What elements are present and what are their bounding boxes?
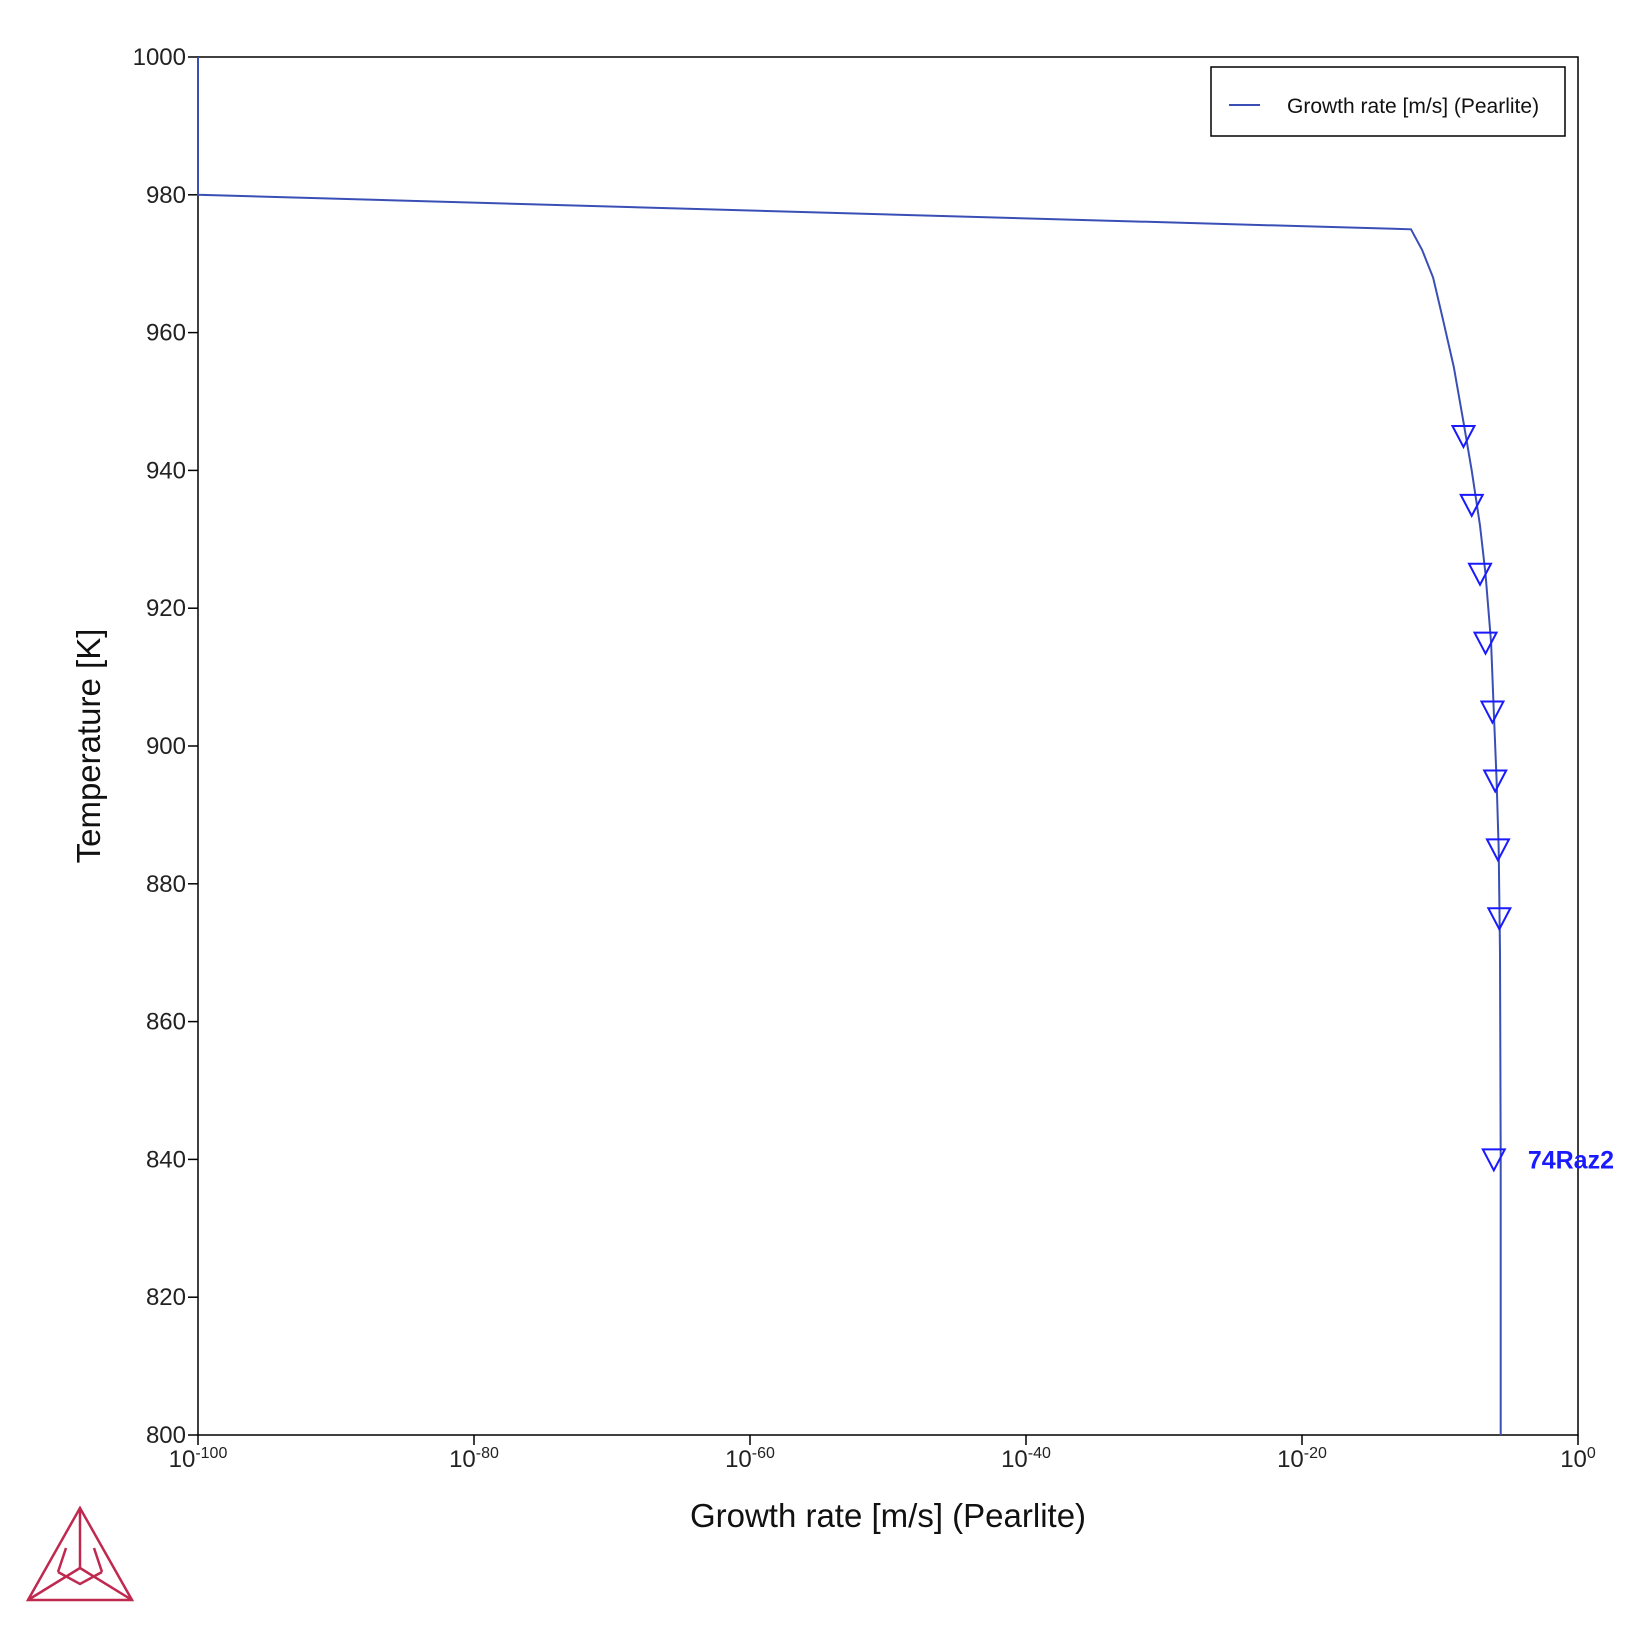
x-tick-label: 10-40	[1001, 1445, 1051, 1473]
logo-line	[27, 1566, 81, 1602]
y-axis-title: Temperature [K]	[70, 629, 107, 864]
experimental-point	[1485, 838, 1511, 863]
y-tick-label: 920	[146, 595, 186, 622]
y-tick-label: 940	[146, 457, 186, 484]
logo-inner-arc	[57, 1570, 103, 1586]
thermo-calc-logo	[25, 1505, 135, 1602]
y-tick-label: 820	[146, 1284, 186, 1311]
y-tick-label: 800	[146, 1422, 186, 1449]
x-tick-label: 10-20	[1277, 1445, 1327, 1473]
x-tick-label: 10-80	[449, 1445, 499, 1473]
y-tick-label: 960	[146, 320, 186, 347]
experimental-label: 74Raz2	[1528, 1146, 1614, 1174]
x-tick-label: 100	[1560, 1445, 1596, 1473]
y-tick-label: 860	[146, 1009, 186, 1036]
experimental-point	[1467, 562, 1493, 587]
y-tick-label: 840	[146, 1146, 186, 1173]
experimental-point	[1450, 424, 1477, 450]
legend: Growth rate [m/s] (Pearlite)	[1210, 66, 1566, 137]
y-tick-label: 900	[146, 733, 186, 760]
legend-entry-label: Growth rate [m/s] (Pearlite)	[1287, 95, 1539, 118]
y-tick-label: 880	[146, 871, 186, 898]
logo-line	[92, 1547, 104, 1573]
y-axis: 800 820 840 860 880 900 920 940 960 980 1000	[133, 44, 198, 1449]
experimental-point	[1481, 1148, 1507, 1173]
logo-outer-triangle	[25, 1505, 135, 1602]
y-tick-label: 1000	[133, 44, 186, 71]
logo-line	[79, 1566, 133, 1602]
experimental-point	[1472, 631, 1499, 656]
x-axis-title: Growth rate [m/s] (Pearlite)	[690, 1497, 1086, 1534]
x-tick-label: 10-60	[725, 1445, 775, 1473]
x-axis: 10-100 10-80 10-60 10-40 10-20 100	[169, 1435, 1596, 1473]
plot-area	[197, 56, 1579, 1436]
experimental-point	[1459, 493, 1485, 519]
experimental-points	[1450, 424, 1512, 1173]
x-tick-label: 10-100	[169, 1445, 228, 1473]
experimental-point	[1486, 907, 1512, 932]
series-layer	[197, 57, 1502, 1435]
experimental-point	[1482, 769, 1508, 794]
legend-box	[1210, 66, 1566, 137]
experimental-point	[1479, 700, 1506, 725]
logo-line	[56, 1547, 68, 1573]
series-line	[197, 57, 1502, 1435]
y-tick-label: 980	[146, 182, 186, 209]
